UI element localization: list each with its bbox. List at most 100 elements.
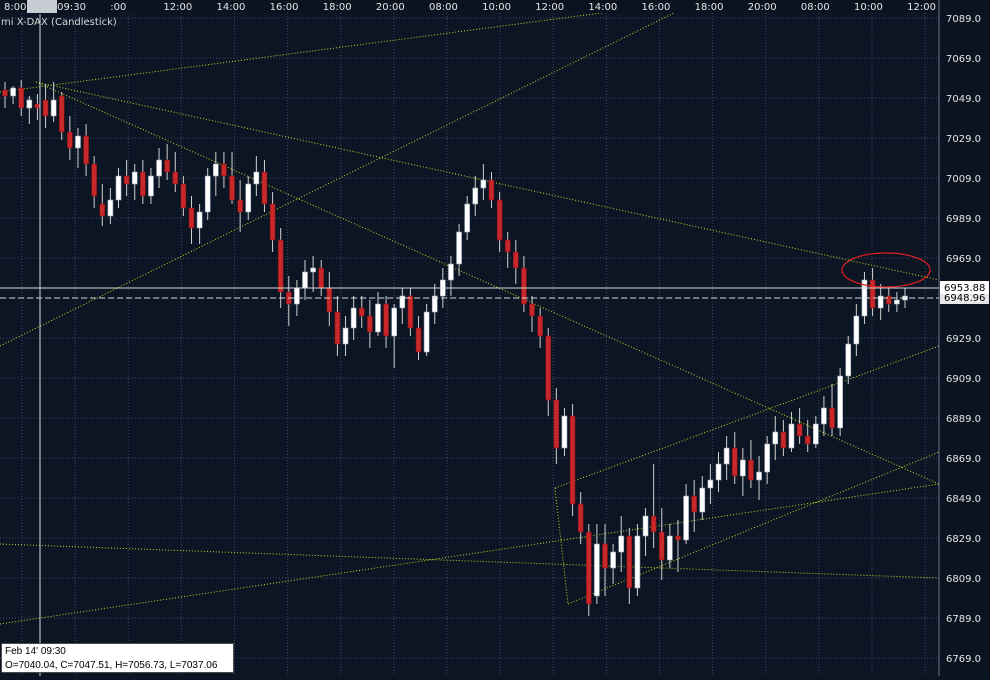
candle: [367, 300, 373, 348]
candle: [496, 192, 503, 252]
candle: [683, 484, 689, 544]
candle: [237, 180, 243, 232]
candle: [504, 232, 511, 268]
candle: [723, 436, 730, 480]
candle: [829, 384, 835, 436]
price-tick-label: 7049.0: [946, 94, 981, 105]
candle-body: [221, 163, 227, 177]
candle-body: [204, 175, 211, 213]
candle: [618, 516, 625, 572]
candle-body: [521, 267, 527, 305]
candle: [634, 524, 641, 596]
candle-body: [131, 171, 138, 185]
candle: [375, 292, 381, 336]
candle: [67, 116, 73, 160]
candle-body: [756, 471, 762, 481]
candle: [26, 96, 33, 124]
candle: [472, 176, 479, 216]
candle: [75, 128, 81, 168]
price-tick-label: 6989.0: [946, 214, 981, 225]
candle-body: [196, 211, 203, 229]
candle: [812, 416, 819, 448]
candle-body: [383, 303, 389, 337]
candle: [585, 524, 592, 616]
candle-body: [642, 515, 649, 537]
crosshair-time-tag: [27, 0, 57, 13]
candle-body: [188, 207, 195, 229]
candle: [577, 492, 584, 544]
candle: [123, 160, 130, 196]
candle-body: [334, 311, 341, 345]
candle: [50, 82, 57, 122]
candle-body: [707, 479, 714, 489]
prev-price-label: 6948.96: [944, 293, 985, 304]
candle: [594, 524, 600, 604]
candle: [521, 256, 527, 312]
candle: [115, 168, 122, 208]
candle-body: [545, 335, 552, 401]
candle: [431, 284, 438, 324]
candle-body: [537, 315, 543, 337]
candle: [553, 388, 560, 464]
time-tick-label: 16:00: [270, 2, 299, 13]
candle-body: [123, 175, 130, 185]
price-tick-label: 6889.0: [946, 414, 981, 425]
candle: [148, 168, 154, 204]
candle-body: [375, 303, 381, 333]
candle-body: [634, 535, 641, 589]
candle-body: [740, 459, 746, 477]
candle-body: [472, 187, 479, 205]
candle-body: [577, 503, 584, 533]
candle-body: [91, 163, 98, 197]
candle-body: [853, 315, 860, 345]
time-tick-label: 14:00: [217, 2, 246, 13]
candle: [350, 296, 357, 340]
candle-body: [658, 531, 665, 561]
candle: [334, 296, 341, 356]
candle-body: [164, 159, 170, 173]
candle-body: [488, 179, 495, 201]
candle: [853, 304, 860, 356]
candle: [821, 396, 827, 436]
candle: [391, 304, 398, 368]
candle: [837, 368, 843, 436]
candle-body: [10, 87, 16, 97]
candle: [545, 328, 552, 416]
candle-body: [140, 171, 146, 197]
annotation-circle: [841, 252, 931, 288]
time-tick-label: 18:00: [323, 2, 352, 13]
candle: [156, 148, 162, 188]
candle-body: [553, 399, 560, 449]
trendline: [0, 0, 701, 93]
price-tick-label: 6829.0: [946, 534, 981, 545]
candle: [358, 296, 365, 328]
price-tick-label: 6849.0: [946, 494, 981, 505]
candle: [796, 408, 803, 444]
candle: [869, 268, 876, 316]
candle: [261, 160, 268, 212]
time-tick-label: 20:00: [376, 2, 405, 13]
time-tick-label: 12:00: [535, 2, 564, 13]
time-tick-label: 08:00: [801, 2, 830, 13]
candle: [529, 296, 535, 332]
candle-body: [561, 415, 568, 449]
candle: [748, 440, 754, 488]
candle-body: [269, 203, 276, 241]
candle-body: [885, 295, 892, 305]
candle: [180, 176, 187, 216]
candle: [877, 284, 884, 320]
candle-body: [675, 535, 681, 541]
price-tick-label: 6869.0: [946, 454, 981, 465]
price-axis: 7089.0 7069.0 7049.0 7029.0 7009.0 6989.0 6969…: [938, 0, 990, 676]
candle-body: [731, 447, 738, 477]
price-tick-label: 6809.0: [946, 574, 981, 585]
time-tick-label: 18:00: [695, 2, 724, 13]
price-tick-label: 6969.0: [946, 254, 981, 265]
price-tick-label: 7029.0: [946, 134, 981, 145]
candle: [415, 316, 422, 360]
candle: [715, 452, 722, 492]
candles: [2, 80, 908, 616]
candle-body: [229, 175, 235, 201]
